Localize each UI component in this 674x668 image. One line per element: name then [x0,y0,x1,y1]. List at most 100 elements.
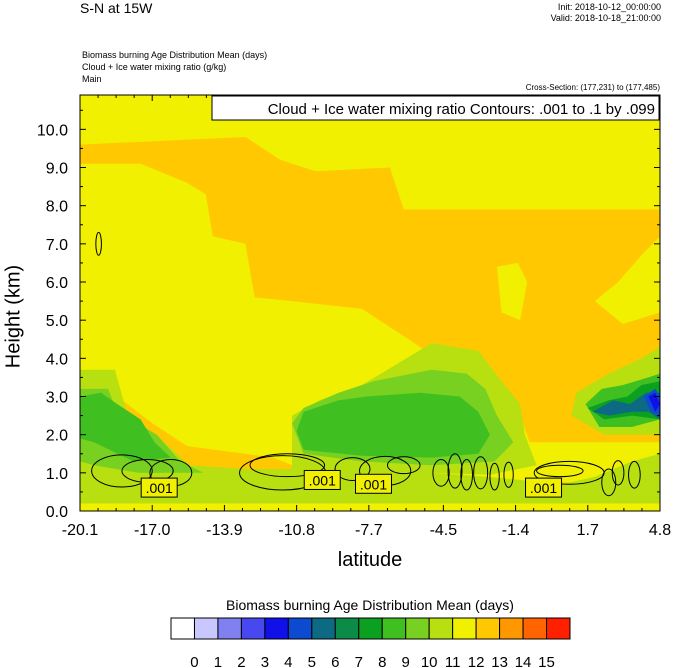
y-tick-label: 0.0 [46,504,68,521]
contour-label-box [525,477,563,498]
colorbar-swatch [428,617,454,640]
init-valid-times: Init: 2018-10-12_00:00:00 Valid: 2018-10… [551,2,661,24]
colorbar-label: 0 [190,654,198,668]
colorbar-swatch [546,617,571,640]
colorbar-title: Biomass burning Age Distribution Mean (d… [226,597,514,613]
contour-line [503,461,514,488]
shaded-region [496,262,528,321]
x-tick-label: -20.1 [62,522,99,539]
x-tick-label: -7.7 [355,522,383,539]
colorbar-label: 3 [261,654,269,668]
y-axis-label: Height (km) [2,264,25,369]
colorbar-swatch [452,617,477,640]
cross-section-label: Cross-Section: (177,231) to (177,485) [525,83,660,92]
x-tick-label: -13.9 [206,522,243,539]
contour-line [334,457,371,481]
colorbar-label: 1 [214,654,222,668]
y-tick-label: 3.0 [46,390,68,407]
shaded-region [80,369,660,504]
colorbar [170,617,571,640]
x-axis-ticks: -20.1 -17.0 -13.9 -10.8 -7.7 -4.5 -1.4 1.7 4.8 [62,95,671,539]
shaded-region [80,392,171,462]
x-tick-label: 4.8 [649,522,671,539]
y-tick-label: 10.0 [37,122,68,139]
contour-label-box [140,477,178,498]
field-description-2: Cloud + Ice water mixing ratio (g/kg) [82,62,227,72]
colorbar-label: 2 [237,654,245,668]
colorbar-swatch [170,617,195,640]
contour-info-text: Cloud + Ice water mixing ratio Contours:… [268,101,655,118]
colorbar-swatch [499,617,524,640]
y-tick-label: 8.0 [46,199,68,216]
x-tick-label: -4.5 [430,522,458,539]
contour-label: .001 [530,480,557,496]
colorbar-swatch [240,617,266,640]
plot-title: S-N at 15W [80,0,153,16]
colorbar-swatch [522,617,548,640]
colorbar-label: 9 [402,654,410,668]
contour-line [601,468,617,497]
shaded-regions [80,137,660,504]
y-tick-label: 6.0 [46,275,68,292]
colorbar-label: 4 [284,654,292,668]
field-description-3: Main [82,74,102,84]
colorbar-label: 15 [538,654,555,668]
colorbar-label: 7 [355,654,363,668]
colorbar-swatch [264,617,289,640]
contour-label-box [354,473,392,494]
shaded-region [80,137,660,443]
colorbar-labels: 0 1 2 3 4 5 6 7 8 9 10 11 12 13 14 15 [190,654,555,668]
contour-line [489,462,500,491]
colorbar-swatch [311,617,336,640]
contour-line [473,456,489,490]
contour-line [536,464,584,478]
x-tick-label: -17.0 [134,522,171,539]
valid-time: Valid: 2018-10-18_21:00:00 [550,13,661,23]
y-tick-label: 9.0 [46,161,68,178]
colorbar-label: 13 [491,654,508,668]
colorbar-label: 5 [308,654,316,668]
contour-line [91,454,153,488]
colorbar-label: 8 [378,654,386,668]
shaded-region [296,392,490,458]
colorbar-swatch [217,617,242,640]
colorbar-label: 6 [331,654,339,668]
colorbar-swatch [358,617,383,640]
y-axis-ticks: 0.0 1.0 2.0 3.0 4.0 5.0 6.0 7.0 8.0 9.0 10.0 [37,109,660,521]
y-tick-label: 2.0 [46,428,68,445]
contour-label-box [303,469,341,490]
contour-line [386,456,421,475]
colorbar-label: 11 [445,654,461,668]
y-tick-label: 5.0 [46,313,68,330]
contour-info-box: Cloud + Ice water mixing ratio Contours:… [211,95,660,121]
colorbar-swatch [381,617,407,640]
field-description-1: Biomass burning Age Distribution Mean (d… [82,50,268,60]
y-tick-label: 1.0 [46,466,68,483]
shaded-region [648,392,660,412]
colorbar-swatch [405,617,430,640]
contour-line [447,453,463,489]
x-tick-label: 1.7 [577,522,599,539]
colorbar-label: 14 [515,654,532,668]
colorbar-swatch [475,617,501,640]
contour-label: .001 [309,472,336,488]
init-time: Init: 2018-10-12_00:00:00 [557,2,661,12]
contour-line [95,231,102,256]
colorbar-label: 10 [421,654,438,668]
y-tick-label: 4.0 [46,351,68,368]
x-axis-label: latitude [337,549,403,571]
x-tick-label: -10.8 [278,522,315,539]
plot-frame [79,94,661,512]
shaded-region [594,236,660,324]
contour-line [460,458,473,491]
y-tick-label: 7.0 [46,237,68,254]
contour-line [432,458,450,487]
colorbar-swatch [334,617,360,640]
shaded-region [592,392,660,420]
contour-label: .001 [360,476,387,492]
contour-line [249,453,326,478]
contour-line [611,460,625,486]
contour-labels: .001 .001 .001 .001 [140,469,563,498]
shaded-region [240,343,416,424]
